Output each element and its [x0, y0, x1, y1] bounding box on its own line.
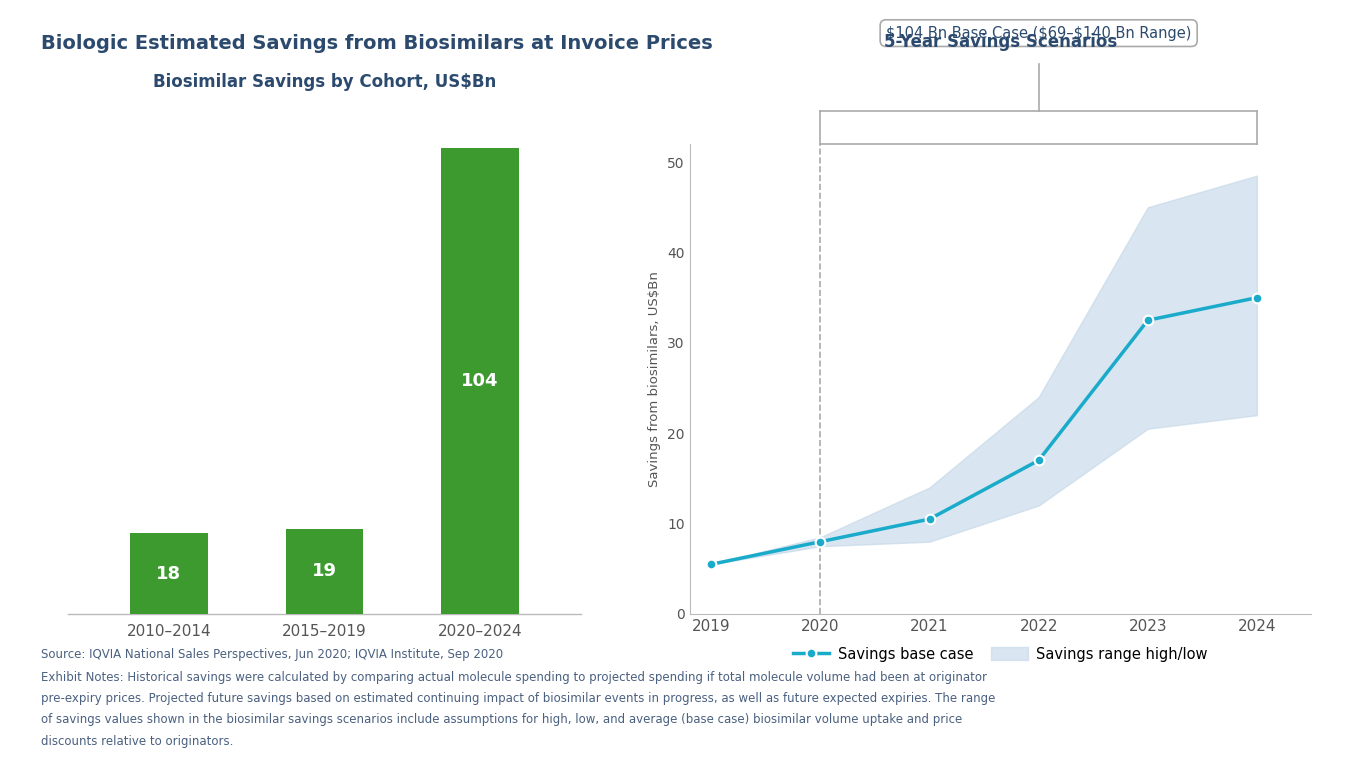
- Text: Source: IQVIA National Sales Perspectives, Jun 2020; IQVIA Institute, Sep 2020: Source: IQVIA National Sales Perspective…: [41, 648, 503, 661]
- Text: Exhibit Notes: Historical savings were calculated by comparing actual molecule s: Exhibit Notes: Historical savings were c…: [41, 671, 987, 684]
- Text: $104 Bn Base Case ($69–$140 Bn Range): $104 Bn Base Case ($69–$140 Bn Range): [886, 26, 1191, 41]
- Text: 18: 18: [157, 565, 181, 583]
- Bar: [441, 148, 519, 614]
- Text: Biologic Estimated Savings from Biosimilars at Invoice Prices: Biologic Estimated Savings from Biosimil…: [41, 34, 713, 53]
- Title: 5-Year Savings Scenarios: 5-Year Savings Scenarios: [884, 33, 1117, 51]
- Text: 19: 19: [312, 562, 337, 581]
- Text: pre-expiry prices. Projected future savings based on estimated continuing impact: pre-expiry prices. Projected future savi…: [41, 692, 995, 705]
- Y-axis label: Savings from biosimilars, US$Bn: Savings from biosimilars, US$Bn: [649, 271, 661, 487]
- Title: Biosimilar Savings by Cohort, US$Bn: Biosimilar Savings by Cohort, US$Bn: [153, 74, 496, 92]
- Text: of savings values shown in the biosimilar savings scenarios include assumptions : of savings values shown in the biosimila…: [41, 713, 961, 726]
- Text: discounts relative to originators.: discounts relative to originators.: [41, 735, 233, 747]
- Bar: [130, 534, 208, 614]
- Text: 104: 104: [461, 372, 499, 390]
- Legend: Savings base case, Savings range high/low: Savings base case, Savings range high/lo…: [787, 641, 1214, 668]
- Bar: [285, 529, 364, 614]
